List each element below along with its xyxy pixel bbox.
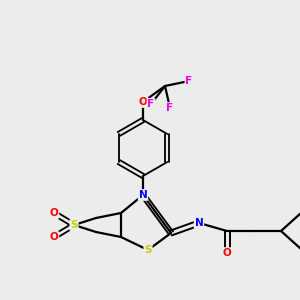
Text: S: S — [70, 220, 78, 230]
Text: F: F — [147, 99, 155, 109]
Text: S: S — [144, 245, 152, 255]
Text: N: N — [195, 218, 203, 228]
Text: N: N — [139, 190, 147, 200]
Text: F: F — [185, 76, 193, 86]
Text: F: F — [167, 103, 174, 113]
Text: O: O — [139, 97, 147, 107]
Text: O: O — [223, 248, 231, 258]
Text: O: O — [50, 232, 58, 242]
Text: O: O — [50, 208, 58, 218]
